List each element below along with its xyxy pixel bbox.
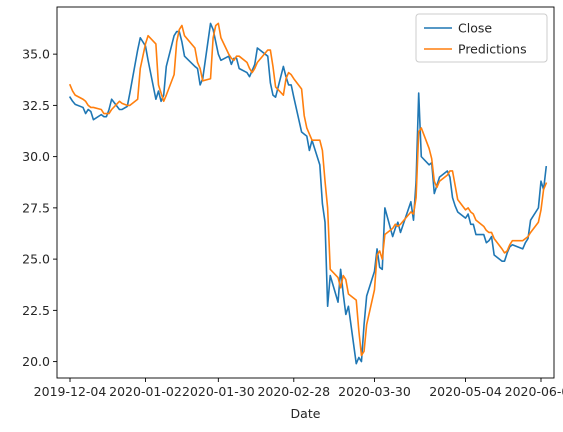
legend: Close Predictions	[415, 13, 548, 63]
x-tick-label: 2020-01-30	[182, 384, 255, 399]
series-line-close	[68, 22, 548, 365]
y-tick-label: 30.0	[22, 149, 50, 164]
x-tick-label: 2020-06-02	[505, 384, 563, 399]
y-tick-label: 20.0	[22, 354, 50, 369]
y-tick-label: 27.5	[22, 200, 50, 215]
y-tick-label: 25.0	[22, 252, 50, 267]
x-tick-label: 2020-01-02	[109, 384, 182, 399]
plot-area	[57, 7, 554, 378]
legend-label-predictions: Predictions	[458, 42, 527, 57]
y-tick-label: 32.5	[22, 98, 50, 113]
x-tick-label: 2019-12-04	[34, 384, 107, 399]
series-layer	[68, 22, 548, 365]
x-axis-label: Date	[291, 406, 321, 421]
axes-frame	[56, 6, 555, 379]
legend-label-close: Close	[458, 21, 492, 36]
x-tick-label: 2020-05-04	[429, 384, 502, 399]
y-tick-label: 35.0	[22, 47, 50, 62]
series-line-predictions	[68, 22, 548, 357]
x-tick-label: 2020-03-30	[338, 384, 411, 399]
legend-box	[415, 13, 548, 63]
y-axis: 20.0 22.5 25.0 27.5 30.0 32.5 35.0	[22, 47, 57, 369]
x-tick-label: 2020-02-28	[257, 384, 330, 399]
x-axis: 2019-12-04 2020-01-02 2020-01-30 2020-02-28…	[34, 378, 563, 399]
y-tick-label: 22.5	[22, 303, 50, 318]
